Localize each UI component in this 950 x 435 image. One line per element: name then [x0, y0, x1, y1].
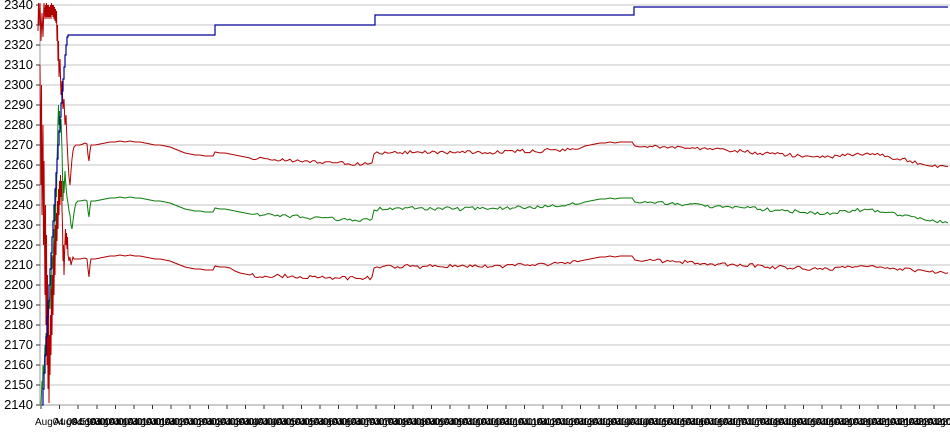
x-axis-label: Aug04 09:59:30	[35, 417, 106, 428]
x-axis-label: Aug04 10:21:00	[835, 417, 906, 428]
gridlines	[40, 4, 950, 386]
x-axis-label: Aug04 10:19:00	[760, 417, 831, 428]
y-axis-label: 2230	[4, 217, 33, 232]
y-axis-label: 2250	[4, 177, 33, 192]
y-axis-label: 2190	[4, 297, 33, 312]
x-axis-label: Aug04 10:16:00	[649, 417, 720, 428]
x-axis-label: Aug04 10:07:30	[333, 417, 404, 428]
x-axis-label: Aug04 10:14:00	[574, 417, 645, 428]
x-axis-label: Aug04 10:12:00	[500, 417, 571, 428]
x-axis-label: Aug04 10:20:00	[798, 417, 869, 428]
y-axis-label: 2330	[4, 17, 33, 32]
y-axis-label: 2260	[4, 157, 33, 172]
x-axis-label: Aug04 10:13:00	[537, 417, 608, 428]
y-axis-label: 2290	[4, 97, 33, 112]
x-axis-label: Aug04 10:11:00	[463, 417, 533, 428]
y-axis-label: 2240	[4, 197, 33, 212]
y-axis-label: 2340	[4, 0, 33, 12]
x-axis-label: Aug04 10:13:30	[556, 417, 627, 428]
y-axis-label: 2200	[4, 277, 33, 292]
x-axis-label: Aug04 10:00:00	[54, 417, 125, 428]
y-axis-label: 2320	[4, 37, 33, 52]
x-axis-label: Aug04 10:15:00	[612, 417, 683, 428]
x-axis-label: Aug04 10:04:00	[202, 417, 273, 428]
x-axis-label: Aug04 10:16:30	[667, 417, 738, 428]
x-axis-label: Aug04 10:20:30	[816, 417, 887, 428]
x-axis-label: Aug04 10:01:00	[91, 417, 162, 428]
x-axis-label: Aug04 10:08:30	[370, 417, 441, 428]
x-axis-label: Aug04 10:23:30	[928, 417, 950, 428]
x-axis-label: Aug04 10:03:00	[165, 417, 236, 428]
lower-red-line	[39, 64, 949, 404]
x-axis-label: Aug04 10:23:00	[909, 417, 950, 428]
x-axis-label: Aug04 10:19:30	[779, 417, 850, 428]
y-axis-label: 2220	[4, 237, 33, 252]
x-axis-label: Aug04 10:14:30	[593, 417, 664, 428]
x-axis-label: Aug04 10:12:30	[519, 417, 590, 428]
x-axis-label: Aug04 10:21:30	[853, 417, 924, 428]
upper-red-line	[37, 2, 948, 186]
x-axis-label: Aug04 10:17:30	[705, 417, 776, 428]
y-axis-label: 2140	[4, 397, 33, 412]
x-axis-label: Aug04 10:00:30	[72, 417, 143, 428]
y-axis-labels: 2340 2330 2320 2310 2300 2290 2280 2270 2260 2250…	[4, 0, 33, 412]
green-line	[40, 104, 949, 406]
x-axis-label: Aug04 10:11:30	[481, 417, 551, 428]
x-axis-label: Aug04 10:03:30	[184, 417, 255, 428]
blue-step-line	[42, 6, 948, 406]
data-series	[37, 2, 949, 406]
x-axis-label: Aug04 10:05:00	[240, 417, 311, 428]
x-axis-label: Aug04 10:10:30	[444, 417, 515, 428]
x-axis-label: Aug04 10:18:00	[723, 417, 794, 428]
y-axis-label: 2280	[4, 117, 33, 132]
y-axis-label: 2270	[4, 137, 33, 152]
x-axis-label: Aug04 10:18:30	[742, 417, 813, 428]
x-axis-label: Aug04 10:17:00	[686, 417, 757, 428]
x-axis-label: Aug04 10:09:00	[388, 417, 459, 428]
x-axis-label: Aug04 10:02:00	[128, 417, 199, 428]
x-axis-label: Aug04 10:09:30	[407, 417, 478, 428]
y-axis-label: 2160	[4, 357, 33, 372]
x-axis-label: Aug04 10:22:00	[872, 417, 943, 428]
y-axis-label: 2300	[4, 77, 33, 92]
x-axis-label: Aug04 10:15:30	[630, 417, 701, 428]
x-axis-label: Aug04 10:01:30	[109, 417, 180, 428]
x-axis-label: Aug04 10:04:30	[221, 417, 292, 428]
y-axis-label: 2150	[4, 377, 33, 392]
x-axis-ticks	[40, 405, 935, 409]
x-axis-label: Aug04 10:22:30	[891, 417, 950, 428]
y-axis-label: 2170	[4, 337, 33, 352]
y-axis-label: 2180	[4, 317, 33, 332]
y-axis-label: 2310	[4, 57, 33, 72]
x-axis-label: Aug04 10:02:30	[147, 417, 218, 428]
y-axis-ticks	[36, 4, 40, 406]
x-axis-label: Aug04 10:06:00	[277, 417, 348, 428]
x-axis-label: Aug04 10:05:30	[258, 417, 329, 428]
x-axis-label: Aug04 10:07:00	[314, 417, 385, 428]
x-axis-label: Aug04 10:08:00	[351, 417, 422, 428]
x-axis-label: Aug04 10:06:30	[295, 417, 366, 428]
y-axis-label: 2210	[4, 257, 33, 272]
x-axis-label: Aug04 10:10:00	[426, 417, 497, 428]
